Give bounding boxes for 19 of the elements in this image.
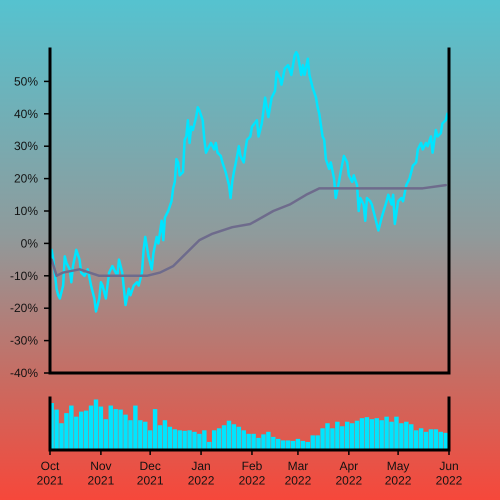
x-tick-label: Oct 2021: [36, 459, 64, 488]
y-tick-label: -10%: [10, 268, 38, 283]
y-tick-label: 40%: [14, 106, 38, 121]
y-tick-label: 10%: [14, 204, 38, 218]
y-tick-label: -40%: [10, 366, 38, 380]
y-tick-label: 50%: [14, 74, 38, 88]
x-tick-label: Feb 2022: [238, 459, 266, 488]
y-tick-label: -30%: [10, 334, 38, 348]
x-tick-label: Nov 2021: [88, 459, 115, 488]
x-tick-label: Jan 2022: [188, 459, 215, 488]
y-tick-label: -20%: [10, 301, 38, 316]
x-tick-label: Apr 2022: [335, 459, 363, 488]
x-tick-label: Dec 2021: [136, 459, 164, 488]
x-tick-label: Jun 2022: [436, 459, 463, 488]
y-tick-label: 30%: [14, 139, 38, 154]
y-tick-label: 0%: [20, 236, 38, 250]
x-tick-label: May 2022: [384, 459, 412, 488]
x-tick-label: Mar 2022: [284, 459, 312, 488]
y-tick-label: 20%: [14, 172, 38, 186]
